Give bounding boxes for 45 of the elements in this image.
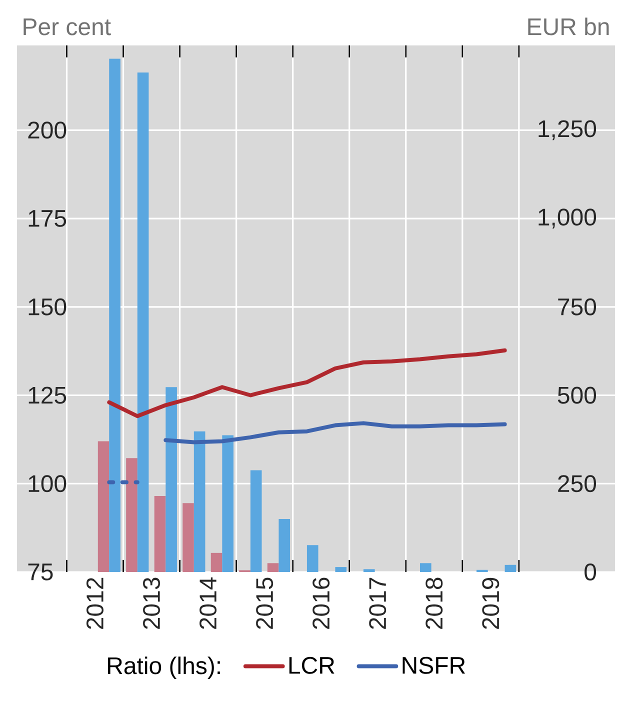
y2-tick-label: 250 (558, 475, 596, 492)
line-series (107, 348, 507, 418)
y2-tick-label: 0 (584, 563, 596, 580)
bar (109, 58, 120, 572)
bar (194, 431, 206, 572)
bar (335, 567, 347, 572)
y-tick-label: 200 (28, 122, 66, 139)
y-tick-label: 75 (28, 564, 53, 580)
y-tick-label: 100 (28, 475, 66, 492)
bar (250, 470, 262, 572)
bar (182, 503, 194, 572)
bar (98, 441, 110, 572)
x-tick-label: 2015 (256, 578, 274, 629)
y2-tick-label: 500 (558, 386, 596, 404)
x-tick-label: 2017 (369, 578, 386, 629)
y-tick-label: 175 (28, 210, 66, 227)
y2-axis-title: EUR bn (528, 18, 609, 36)
y-tick-label: 150 (28, 298, 66, 316)
bar (210, 552, 222, 572)
bar (267, 563, 279, 572)
y2-tick-label: 1,000 (538, 208, 596, 228)
legend-label: LCR (289, 656, 334, 674)
y-tick-label: 125 (28, 386, 66, 404)
x-tick-label: 2012 (86, 578, 104, 629)
y-axis-title: Per cent (24, 18, 111, 36)
x-tick-label: 2016 (312, 578, 330, 629)
bar (126, 458, 138, 572)
bar (306, 545, 318, 572)
x-tick-label: 2018 (426, 578, 443, 629)
bar (166, 387, 177, 572)
legend-label: NSFR (402, 656, 466, 674)
bar (154, 496, 166, 572)
x-tick-label: 2019 (482, 578, 500, 629)
line-series (164, 421, 507, 444)
bar (222, 435, 234, 572)
bar (278, 518, 290, 572)
x-tick-label: 2014 (200, 577, 217, 629)
bar (363, 569, 375, 572)
x-tick-label: 2013 (143, 578, 160, 629)
bar (420, 563, 432, 572)
y2-tick-label: 1,250 (538, 120, 596, 140)
legend-title: Ratio (lhs): (108, 656, 220, 679)
bar (137, 72, 149, 572)
y2-tick-label: 750 (558, 298, 596, 316)
bar (504, 564, 516, 572)
